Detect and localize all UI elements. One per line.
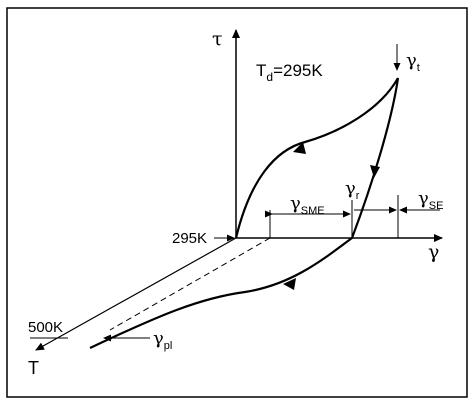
- gamma-pl-label: γpl: [153, 328, 172, 352]
- recovery-direction-arrow: [283, 278, 296, 290]
- gamma-t-label: γt: [406, 50, 420, 74]
- deformation-temperature-label: Td=295K: [256, 61, 323, 84]
- unloading-curve: [350, 77, 400, 239]
- outer-border: [6, 7, 468, 398]
- loading-direction-arrow: [293, 142, 306, 154]
- dashed-projection: [109, 237, 271, 331]
- temp-500-label: 500K: [28, 319, 63, 336]
- unloading-direction-arrow: [370, 165, 380, 178]
- gamma-r-label: γr: [345, 178, 360, 202]
- tau-axis-label: τ: [212, 28, 223, 50]
- temperature-axis: [35, 237, 237, 351]
- loading-curve: [234, 77, 399, 239]
- gamma-se-label: γSE: [418, 188, 443, 212]
- gamma-sme-label: γSME: [290, 193, 325, 217]
- recovery-curve: [89, 237, 353, 349]
- temp-295-label: 295K: [172, 230, 207, 247]
- temperature-axis-label: T: [28, 358, 39, 378]
- gamma-axis-label: γ: [428, 241, 439, 263]
